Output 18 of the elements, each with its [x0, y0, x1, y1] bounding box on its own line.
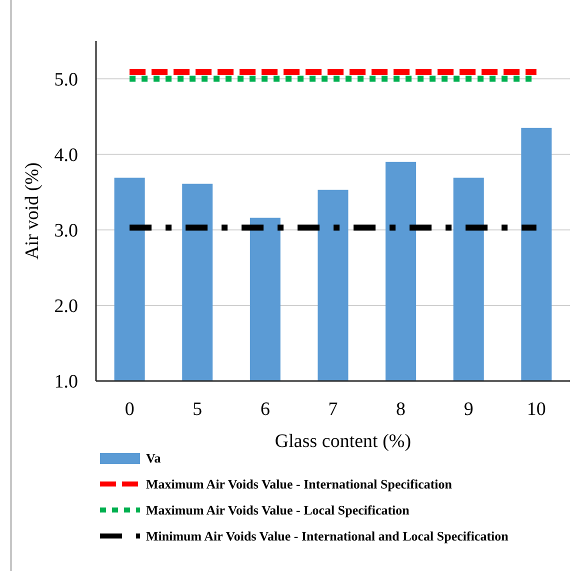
- y-tick-label: 3.0: [54, 220, 78, 242]
- x-tick-label: 8: [396, 399, 406, 420]
- x-tick-label: 5: [192, 399, 202, 420]
- x-tick-label: 0: [124, 399, 134, 420]
- legend-label: Va: [146, 450, 162, 466]
- legend-label: Maximum Air Voids Value - International Specification: [146, 476, 453, 492]
- y-tick-label: 5.0: [54, 69, 78, 90]
- x-tick-label: 6: [260, 399, 270, 420]
- legend-label: Minimum Air Voids Value - International and Local Specification: [146, 528, 510, 544]
- y-axis-title: Air void (%): [22, 162, 43, 260]
- y-tick-label: 4.0: [54, 144, 78, 166]
- legend-label: Maximum Air Voids Value - Local Specification: [146, 502, 410, 518]
- x-tick-label: 7: [328, 399, 338, 420]
- x-tick-label: 9: [464, 399, 474, 420]
- x-axis-title: Glass content (%): [274, 431, 412, 452]
- x-tick-label: 10: [526, 399, 546, 420]
- y-tick-label: 2.0: [54, 296, 78, 318]
- y-tick-label: 1.0: [54, 372, 78, 393]
